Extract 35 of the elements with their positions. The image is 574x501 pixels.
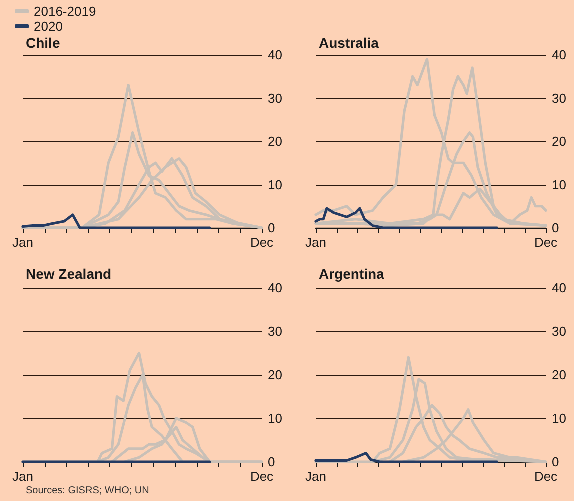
x-tick-label: Jan bbox=[306, 469, 326, 484]
y-tick-label: 40 bbox=[268, 48, 282, 62]
y-tick-label: 10 bbox=[552, 177, 566, 192]
y-tick-label: 30 bbox=[552, 90, 566, 106]
x-tick-label: Dec bbox=[534, 235, 558, 250]
x-tick-label: Jan bbox=[12, 235, 34, 250]
y-tick-label: 10 bbox=[268, 177, 282, 192]
y-tick-label: 10 bbox=[268, 411, 282, 426]
source-note: Sources: GISRS; WHO; UN bbox=[26, 486, 150, 496]
x-tick-label: Jan bbox=[12, 469, 34, 484]
chart-title: New Zealand bbox=[26, 266, 112, 282]
y-tick-label: 40 bbox=[268, 280, 282, 296]
y-tick-label: 0 bbox=[552, 220, 560, 236]
y-tick-label: 10 bbox=[552, 411, 566, 426]
x-tick-label: Dec bbox=[250, 469, 274, 484]
y-tick-label: 20 bbox=[552, 368, 566, 382]
x-tick-label: Jan bbox=[306, 235, 326, 250]
y-tick-label: 40 bbox=[552, 48, 566, 62]
y-tick-label: 0 bbox=[268, 220, 276, 236]
x-tick-label: Dec bbox=[250, 235, 274, 250]
chart-title: Australia bbox=[319, 35, 380, 51]
y-tick-label: 20 bbox=[552, 134, 566, 149]
y-tick-label: 30 bbox=[268, 324, 282, 339]
y-tick-label: 40 bbox=[552, 280, 566, 296]
chart-title: Argentina bbox=[319, 266, 385, 282]
y-tick-label: 30 bbox=[552, 324, 566, 339]
legend-label: 2020 bbox=[34, 19, 63, 34]
y-tick-label: 20 bbox=[268, 134, 282, 149]
y-tick-label: 20 bbox=[268, 368, 282, 382]
y-tick-label: 30 bbox=[268, 90, 282, 106]
x-tick-label: Dec bbox=[534, 469, 558, 484]
legend-label: 2016-2019 bbox=[34, 4, 96, 19]
y-tick-label: 0 bbox=[268, 454, 276, 470]
y-tick-label: 0 bbox=[552, 454, 560, 470]
chart-title: Chile bbox=[26, 35, 60, 51]
